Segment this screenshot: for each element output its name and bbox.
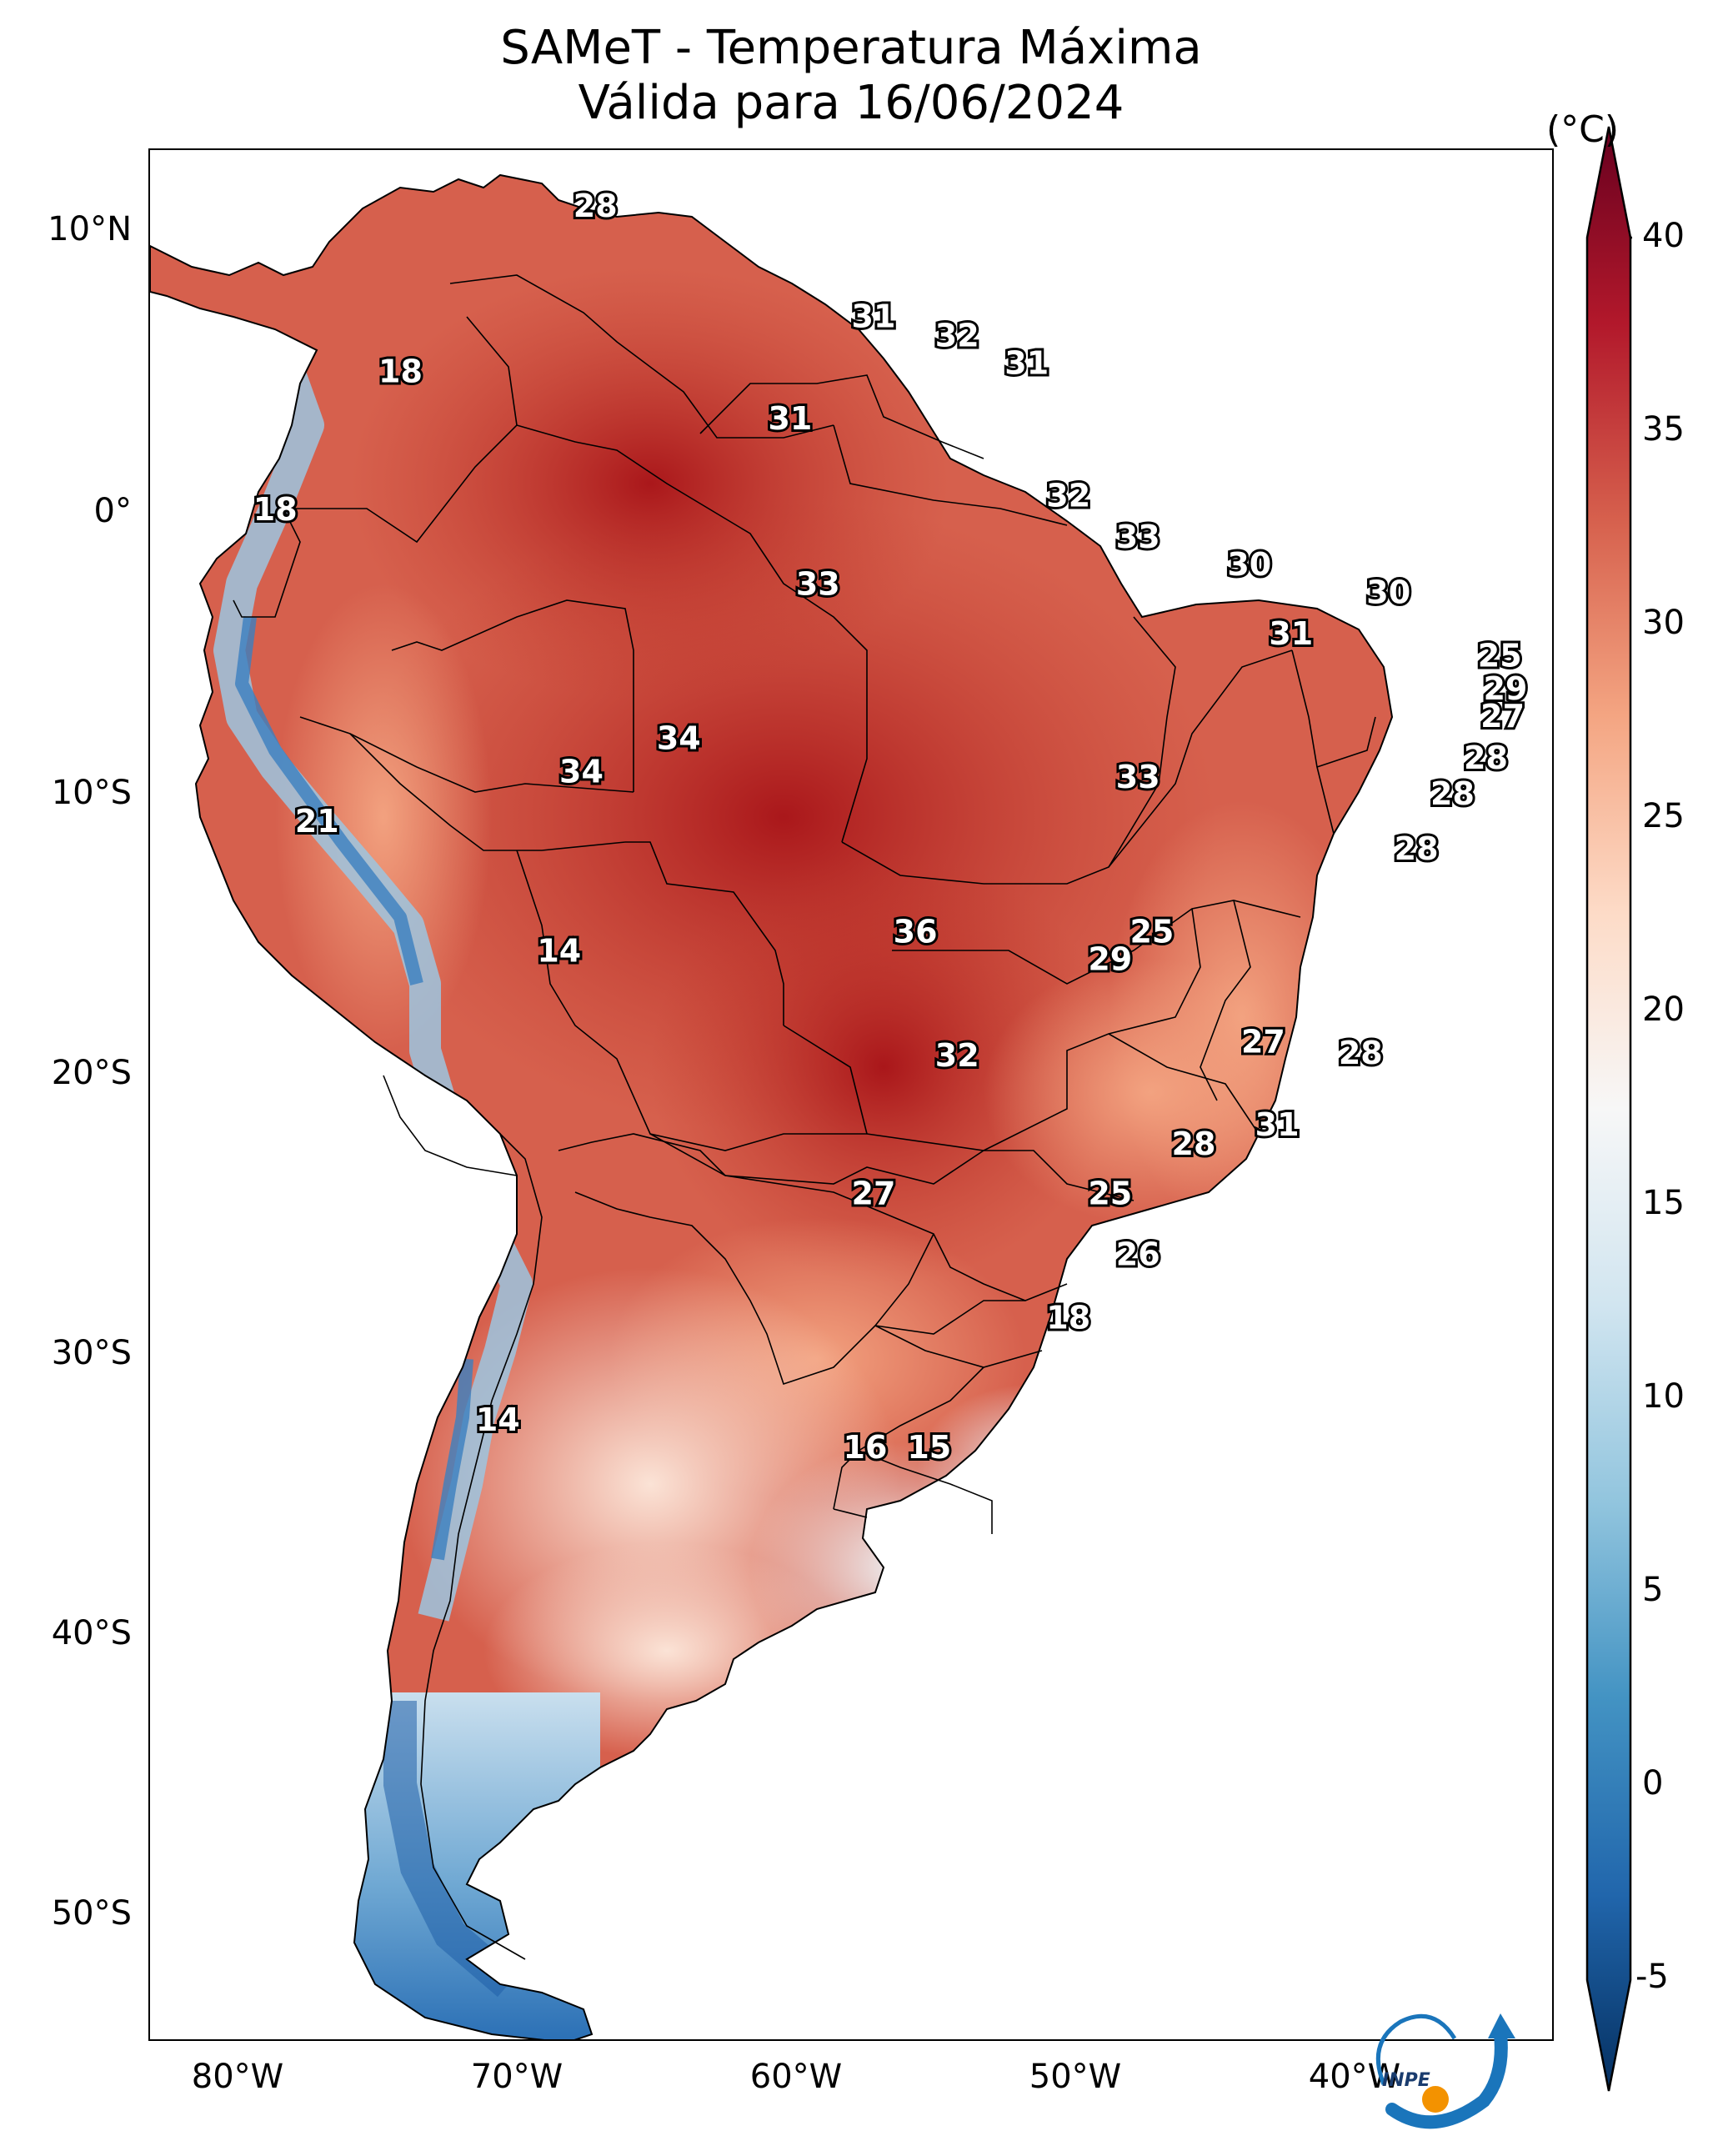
temperature-value-label: 25	[1478, 637, 1522, 674]
lat-tick-0: 0°	[93, 492, 132, 530]
lon-tick-50w: 50°W	[1029, 2058, 1122, 2096]
temperature-value-label: 33	[1116, 759, 1160, 795]
temperature-value-label: 14	[537, 932, 581, 969]
lon-tick-40w: 40°W	[1308, 2058, 1401, 2096]
colorbar-label-10: 10	[1642, 1377, 1685, 1416]
temperature-value-label: 30	[1366, 574, 1410, 610]
title-line-2: Válida para 16/06/2024	[578, 76, 1124, 130]
colorbar-label-35: 35	[1642, 410, 1685, 449]
temperature-value-label: 32	[935, 1037, 979, 1074]
political-borders	[233, 274, 1376, 1960]
temperature-value-label: 31	[1255, 1106, 1300, 1143]
colorbar-label-15: 15	[1642, 1184, 1685, 1222]
temperature-map: 2818183132313132333030312529272828333434…	[150, 174, 1530, 2039]
temperature-value-label: 31	[1269, 615, 1313, 652]
logo-text: INPE	[1382, 2070, 1430, 2091]
colorbar-label-40: 40	[1642, 217, 1685, 255]
colorbar-label-minus5: -5	[1635, 1958, 1669, 1996]
temperature-value-label: 27	[1241, 1024, 1285, 1060]
title-line-1: SAMeT - Temperatura Máxima	[500, 21, 1202, 75]
temperature-value-label: 34	[559, 753, 604, 790]
temperature-value-label: 29	[1483, 670, 1527, 707]
temperature-value-label: 36	[894, 913, 938, 950]
temperature-value-label: 18	[378, 353, 423, 390]
colorbar-bar	[1585, 126, 1632, 2092]
temperature-value-label: 32	[935, 318, 979, 354]
temperature-value-label: 25	[1129, 913, 1174, 950]
temperature-value-label: 27	[852, 1176, 896, 1212]
map-panel: 28 18 18 31 32 31 31 32 33 30 30 31 25 29 27 28 28 33 34 34…	[148, 148, 1554, 2041]
temperature-value-label: 28	[573, 188, 618, 224]
temperature-value-label: 29	[1088, 940, 1132, 977]
temperature-value-label: 31	[852, 298, 896, 334]
map-title: SAMeT - Temperatura Máxima Válida para 1…	[148, 21, 1554, 131]
temperature-value-label: 33	[796, 565, 840, 602]
temperature-value-label: 34	[657, 720, 701, 757]
temperature-value-label: 15	[907, 1429, 951, 1466]
lat-tick-10n: 10°N	[48, 210, 132, 248]
temperature-value-label: 32	[1046, 477, 1090, 514]
lat-tick-40s: 40°S	[51, 1614, 132, 1652]
temperature-value-label: 28	[1430, 775, 1475, 812]
lat-tick-20s: 20°S	[51, 1054, 132, 1092]
lat-tick-10s: 10°S	[51, 774, 132, 812]
temperature-value-label: 28	[1395, 830, 1439, 867]
temperature-value-label: 16	[844, 1429, 888, 1466]
temperature-value-label: 28	[1172, 1126, 1216, 1162]
colorbar-label-25: 25	[1642, 797, 1685, 835]
temperature-value-label: 28	[1464, 740, 1508, 776]
colorbar-label-20: 20	[1642, 990, 1685, 1029]
temperature-value-label: 26	[1116, 1236, 1160, 1272]
temperature-value-label: 30	[1227, 546, 1271, 583]
colorbar-label-0: 0	[1642, 1764, 1664, 1803]
lon-tick-70w: 70°W	[470, 2058, 563, 2096]
colorbar-label-30: 30	[1642, 604, 1685, 642]
temperature-value-label: 31	[768, 400, 812, 437]
inpe-logo: INPE	[1375, 2013, 1515, 2129]
lon-tick-60w: 60°W	[749, 2058, 843, 2096]
temperature-value-label: 14	[476, 1401, 520, 1438]
colorbar-unit: (°C)	[1546, 108, 1620, 151]
lat-tick-50s: 50°S	[51, 1894, 132, 1933]
colorbar	[1585, 126, 1632, 2092]
temperature-value-label: 28	[1339, 1035, 1383, 1071]
temperature-value-label: 27	[1480, 698, 1525, 735]
temperature-value-label: 33	[1116, 519, 1160, 555]
temperature-field	[150, 175, 1392, 2039]
colorbar-label-5: 5	[1642, 1571, 1664, 1609]
value-labels: 2818183132313132333030312529272828333434…	[251, 185, 1530, 1468]
lon-tick-80w: 80°W	[191, 2058, 284, 2096]
temperature-value-label: 18	[253, 491, 298, 528]
temperature-value-label: 18	[1046, 1300, 1090, 1336]
lat-tick-30s: 30°S	[51, 1334, 132, 1372]
temperature-value-label: 25	[1088, 1176, 1132, 1212]
temperature-value-label: 21	[295, 803, 339, 840]
temperature-value-label: 31	[1004, 345, 1049, 382]
